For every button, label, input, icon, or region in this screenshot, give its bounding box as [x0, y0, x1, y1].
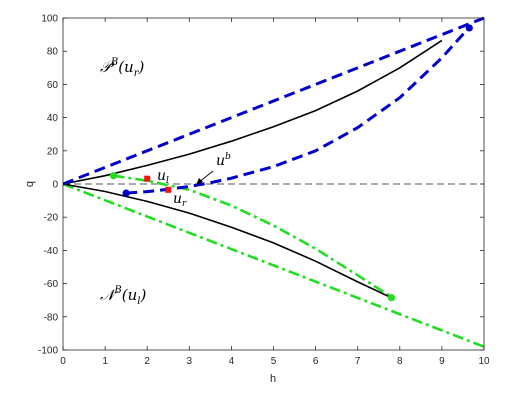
series-line-green-dashdot-5 — [113, 174, 393, 298]
red-square-marker — [144, 175, 151, 182]
y-tick-label: -40 — [44, 246, 59, 257]
y-tick-label: 20 — [47, 146, 59, 157]
y-tick-label: -80 — [44, 312, 59, 323]
x-tick-label: 5 — [271, 356, 277, 367]
red-square-marker — [165, 186, 172, 193]
y-tick-label: -60 — [44, 279, 59, 290]
series-line-blue-dashed-1 — [126, 28, 469, 195]
x-tick-label: 7 — [355, 356, 361, 367]
x-axis-label: h — [270, 373, 276, 385]
series-group — [62, 16, 485, 348]
series-line-black-solid-2 — [62, 39, 443, 185]
green-circle-marker — [109, 172, 118, 180]
green-circle-marker — [387, 294, 395, 302]
tick-group: 0 1 2 3 4 5 6 7 8 9 10 100 80 60 40 20 0 -20 -40 -60 -80 -100 — [38, 14, 490, 368]
y-tick-label: -100 — [38, 346, 58, 357]
x-tick-label: 2 — [144, 356, 150, 367]
annotation-ur: ur — [173, 191, 187, 209]
x-tick-label: 8 — [397, 356, 403, 367]
x-tick-label: 6 — [313, 356, 319, 367]
y-tick-label: 0 — [52, 180, 58, 191]
y-tick-label: 40 — [47, 113, 59, 124]
x-tick-label: 9 — [439, 356, 445, 367]
y-tick-label: 100 — [41, 14, 58, 25]
y-axis-label: q — [24, 181, 36, 187]
series-line-black-solid-3 — [62, 183, 392, 299]
series-line-blue-dashed-0 — [62, 16, 485, 186]
annotation-p-b-ur: 𝒫B(ur) — [100, 57, 144, 79]
series-line-green-dashdot-4 — [62, 182, 485, 348]
x-tick-label: 0 — [60, 356, 66, 367]
y-tick-label: 80 — [47, 47, 59, 58]
blue-circle-marker — [465, 24, 473, 32]
x-tick-label: 3 — [187, 356, 193, 367]
ub-arrow-head — [196, 178, 203, 185]
annotation-n-b-ul: 𝒩B(ul) — [100, 285, 146, 307]
y-tick-label: 60 — [47, 80, 59, 91]
x-tick-label: 1 — [102, 356, 108, 367]
marker-group — [109, 24, 473, 302]
y-tick-label: -20 — [44, 213, 59, 224]
annotation-ul: ul — [157, 168, 169, 186]
annotation-ub: ub — [216, 152, 231, 169]
x-tick-label: 4 — [229, 356, 235, 367]
blue-circle-marker — [122, 189, 130, 197]
x-tick-label: 10 — [478, 356, 490, 367]
